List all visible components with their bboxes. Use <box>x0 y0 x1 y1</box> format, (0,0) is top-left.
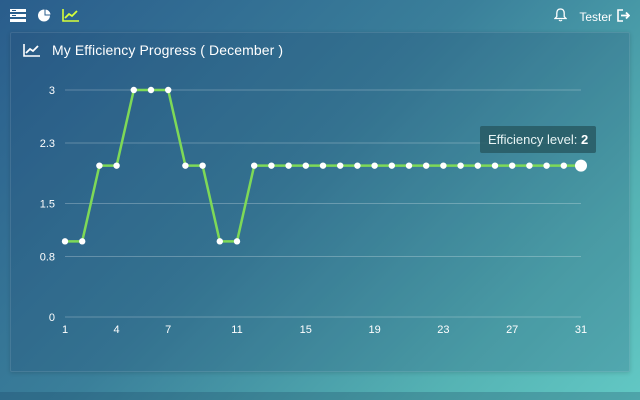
data-point <box>526 162 533 169</box>
panel-header: My Efficiency Progress ( December ) <box>23 42 283 58</box>
data-point <box>543 162 550 169</box>
bell-icon[interactable] <box>553 8 568 25</box>
logout-icon[interactable] <box>617 8 631 25</box>
x-tick-label: 15 <box>300 324 312 336</box>
x-tick-label: 23 <box>437 324 449 336</box>
data-tooltip: Efficiency level: 2 <box>480 126 597 153</box>
tooltip-label: Efficiency level: <box>488 132 578 147</box>
y-tick-label: 3 <box>49 85 55 97</box>
user-area: Tester <box>553 8 631 25</box>
data-point <box>354 162 361 169</box>
pie-chart-icon[interactable] <box>37 8 53 22</box>
efficiency-panel: My Efficiency Progress ( December ) <box>10 32 630 372</box>
top-bar: Tester <box>0 0 640 30</box>
y-tick-label: 2.3 <box>40 138 55 150</box>
highlighted-data-point <box>575 159 587 172</box>
data-point <box>182 162 189 169</box>
y-tick-label: 0.8 <box>40 251 55 263</box>
data-point <box>130 86 137 94</box>
tooltip-value: 2 <box>580 132 589 147</box>
data-point <box>165 86 172 94</box>
data-point <box>371 162 378 169</box>
user-name[interactable]: Tester <box>579 9 612 24</box>
data-point <box>113 162 120 169</box>
data-point <box>79 238 86 245</box>
x-tick-label: 11 <box>231 324 242 336</box>
y-tick-label: 0 <box>49 312 55 324</box>
line-chart-icon[interactable] <box>62 8 79 22</box>
data-point <box>199 162 206 169</box>
x-tick-label: 27 <box>506 324 518 336</box>
data-point <box>233 238 241 245</box>
x-tick-label: 19 <box>368 324 380 336</box>
y-tick-label: 1.5 <box>40 199 55 211</box>
data-point <box>440 162 447 169</box>
data-point <box>268 162 275 169</box>
data-point <box>96 162 103 169</box>
data-point <box>388 162 395 169</box>
footer-strip <box>0 392 640 400</box>
data-point <box>216 238 223 245</box>
data-point <box>61 238 69 245</box>
data-point <box>423 162 430 169</box>
x-tick-label: 1 <box>62 324 68 336</box>
line-chart-icon <box>23 43 41 57</box>
data-point <box>405 162 413 169</box>
data-point <box>457 162 464 169</box>
data-point <box>474 162 481 169</box>
x-tick-label: 7 <box>165 324 171 336</box>
data-point <box>147 86 155 94</box>
data-point <box>302 162 309 169</box>
x-tick-label: 31 <box>575 324 587 336</box>
data-point <box>319 162 327 169</box>
data-point <box>285 162 292 169</box>
panel-title: My Efficiency Progress ( December ) <box>52 42 284 58</box>
data-point <box>509 162 516 169</box>
data-point <box>337 162 344 169</box>
data-point <box>491 162 499 169</box>
data-point <box>560 162 567 169</box>
x-tick-label: 4 <box>114 324 120 336</box>
data-point <box>251 162 258 169</box>
dashboard-icon[interactable] <box>10 8 26 22</box>
